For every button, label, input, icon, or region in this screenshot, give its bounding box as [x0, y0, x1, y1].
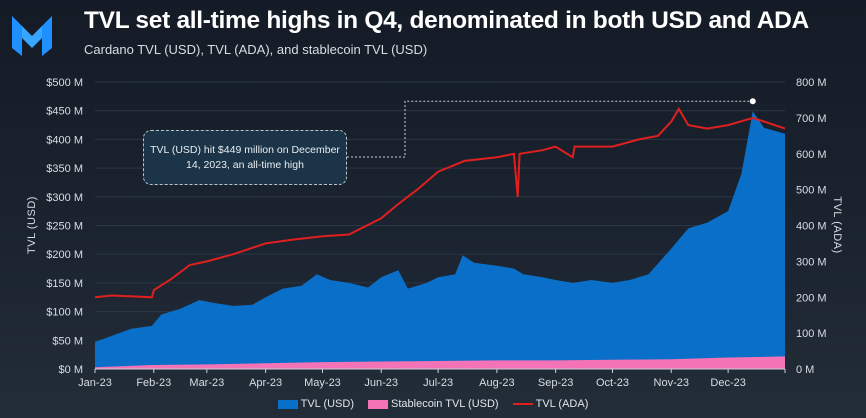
x-tick-label: Oct-23: [596, 377, 629, 389]
legend-label: TVL (ADA): [535, 398, 589, 410]
y-axis-label: TVL (USD): [26, 196, 38, 254]
legend-item-tvl-usd: TVL (USD): [277, 398, 354, 410]
x-tick-label: May-23: [304, 377, 341, 389]
chart-title: TVL set all-time highs in Q4, denominate…: [84, 7, 809, 34]
legend-swatch: [277, 399, 298, 409]
annotation-box: TVL (USD) hit $449 million on December 1…: [143, 130, 347, 185]
logo-icon: [12, 16, 52, 56]
y-tick-label: $300 M: [46, 192, 83, 204]
y2-tick-label: 0 M: [796, 364, 814, 376]
legend-label: Stablecoin TVL (USD): [391, 398, 499, 410]
y2-tick-label: 800 M: [796, 77, 827, 89]
y2-tick-label: 200 M: [796, 292, 827, 304]
y-tick-label: $50 M: [52, 335, 83, 347]
y-tick-label: $200 M: [46, 249, 83, 261]
y-tick-label: $150 M: [46, 278, 83, 290]
annotation-text: TVL (USD) hit $449 million on December 1…: [150, 143, 340, 171]
area-stablecoin-tvl: [95, 356, 785, 369]
x-tick-label: Aug-23: [479, 377, 514, 389]
y-tick-label: $350 M: [46, 163, 83, 175]
legend-swatch: [368, 399, 388, 409]
y2-tick-label: 500 M: [796, 185, 827, 197]
y-tick-label: $500 M: [46, 77, 83, 89]
y-tick-label: $0 M: [59, 364, 83, 376]
x-tick-label: Feb-23: [136, 377, 171, 389]
y2-tick-label: 600 M: [796, 149, 827, 161]
x-tick-label: Dec-23: [710, 377, 745, 389]
y2-tick-label: 100 M: [796, 328, 827, 340]
legend-item-tvl-ada: TVL (ADA): [512, 398, 589, 410]
y2-tick-label: 300 M: [796, 256, 827, 268]
y-tick-label: $450 M: [46, 106, 83, 118]
x-tick-label: Nov-23: [654, 377, 689, 389]
y-tick-label: $100 M: [46, 307, 83, 319]
x-tick-label: Sep-23: [538, 377, 573, 389]
y2-axis-label: TVL (ADA): [831, 196, 843, 253]
y2-tick-label: 700 M: [796, 113, 827, 125]
x-tick-label: Jun-23: [364, 377, 398, 389]
line-tvl-ada: [94, 106, 786, 299]
chart-subtitle: Cardano TVL (USD), TVL (ADA), and stable…: [84, 42, 428, 57]
y2-tick-label: 400 M: [796, 221, 827, 233]
legend: TVL (USD) Stablecoin TVL (USD) TVL (ADA): [0, 398, 866, 410]
x-tick-label: Jul-23: [423, 377, 453, 389]
legend-item-stablecoin: Stablecoin TVL (USD): [368, 398, 499, 410]
annotation-leader-line: [347, 100, 753, 158]
x-tick-label: Mar-23: [189, 377, 224, 389]
y-tick-label: $250 M: [46, 221, 83, 233]
legend-swatch: [512, 403, 533, 405]
annotation-point: [749, 98, 756, 105]
x-tick-label: Apr-23: [249, 377, 282, 389]
x-tick-label: Jan-23: [78, 377, 112, 389]
area-tvl-usd: [95, 111, 785, 370]
legend-label: TVL (USD): [300, 398, 354, 410]
y-tick-label: $400 M: [46, 134, 83, 146]
